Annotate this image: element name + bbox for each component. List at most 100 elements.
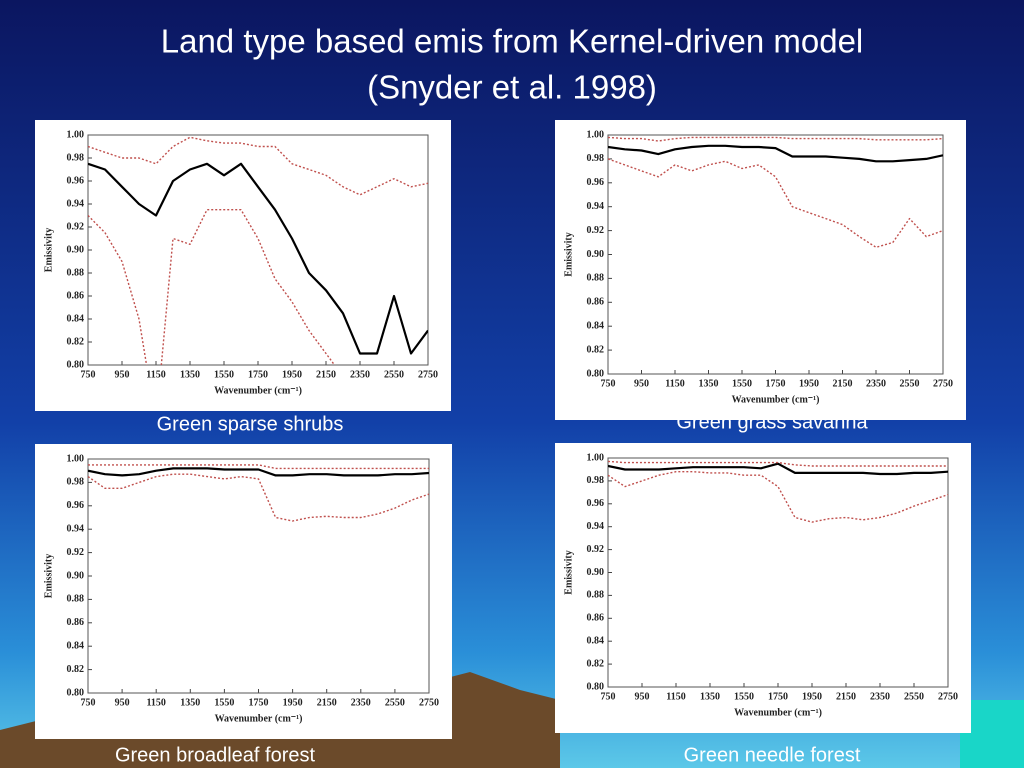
- x-tick-label: 750: [81, 697, 96, 708]
- panel: [555, 120, 966, 420]
- caption: Green broadleaf forest: [115, 744, 316, 766]
- x-tick-label: 950: [635, 691, 650, 702]
- y-tick-label: 0.86: [67, 617, 85, 628]
- x-axis-label: Wavenumber (cm⁻¹): [734, 707, 822, 718]
- x-tick-label: 750: [601, 691, 616, 702]
- y-tick-label: 0.80: [67, 359, 85, 370]
- y-tick-label: 1.00: [67, 129, 85, 140]
- series-line: [608, 462, 948, 476]
- plot-frame: [607, 457, 949, 688]
- x-tick-label: 2550: [900, 378, 920, 389]
- y-tick-label: 0.86: [587, 297, 605, 308]
- y-tick-label: 0.80: [587, 368, 605, 379]
- y-tick-label: 0.88: [67, 267, 85, 278]
- y-tick-label: 0.86: [67, 290, 85, 301]
- x-tick-label: 1550: [214, 369, 234, 380]
- series-line: [88, 162, 428, 355]
- y-tick-label: 0.96: [587, 177, 605, 188]
- x-tick-label: 1350: [699, 378, 719, 389]
- y-tick-label: 0.84: [67, 313, 85, 324]
- x-tick-label: 950: [115, 697, 130, 708]
- y-tick-label: 0.92: [587, 225, 605, 236]
- plot-frame: [87, 134, 429, 366]
- y-tick-label: 0.90: [587, 249, 605, 260]
- x-tick-label: 1950: [282, 369, 302, 380]
- y-tick-label: 0.84: [587, 635, 605, 646]
- y-tick-label: 0.96: [587, 498, 605, 509]
- y-tick-label: 0.82: [67, 336, 85, 347]
- x-tick-label: 1950: [283, 697, 303, 708]
- y-axis-label: Emissivity: [43, 554, 54, 598]
- x-tick-label: 1350: [180, 697, 200, 708]
- x-axis-label: Wavenumber (cm⁻¹): [214, 385, 302, 396]
- y-tick-label: 0.98: [587, 153, 605, 164]
- y-tick-label: 0.80: [67, 687, 85, 698]
- y-tick-label: 0.94: [67, 198, 85, 209]
- series-line: [88, 473, 429, 522]
- x-tick-label: 1150: [146, 697, 165, 708]
- x-tick-label: 2550: [384, 369, 404, 380]
- series-line: [608, 158, 943, 248]
- x-tick-label: 950: [634, 378, 649, 389]
- x-tick-label: 1350: [700, 691, 720, 702]
- x-tick-label: 2150: [316, 369, 336, 380]
- plot-frame: [87, 458, 430, 694]
- panel: [35, 444, 452, 739]
- x-tick-label: 2350: [870, 691, 890, 702]
- y-tick-label: 0.88: [587, 273, 605, 284]
- x-tick-label: 950: [115, 369, 130, 380]
- x-tick-label: 1550: [732, 378, 752, 389]
- y-tick-label: 0.96: [67, 175, 85, 186]
- y-tick-label: 0.92: [587, 544, 605, 555]
- y-tick-label: 0.90: [67, 244, 85, 255]
- panel: [555, 443, 971, 733]
- y-tick-label: 0.86: [587, 613, 605, 624]
- y-tick-label: 0.82: [67, 664, 85, 675]
- series-line: [608, 471, 948, 523]
- y-tick-label: 0.96: [67, 500, 85, 511]
- y-tick-label: 1.00: [67, 453, 85, 464]
- y-tick-label: 0.84: [587, 320, 605, 331]
- series-line: [88, 464, 429, 470]
- title: Land type based emis from Kernel-driven …: [161, 23, 864, 60]
- y-tick-label: 0.90: [67, 570, 85, 581]
- y-tick-label: 0.88: [587, 590, 605, 601]
- series-line: [608, 136, 943, 142]
- x-axis-label: Wavenumber (cm⁻¹): [215, 713, 303, 724]
- y-tick-label: 0.98: [587, 475, 605, 486]
- x-tick-label: 2750: [933, 378, 953, 389]
- x-tick-label: 750: [81, 369, 96, 380]
- x-tick-label: 2550: [904, 691, 924, 702]
- x-tick-label: 2150: [836, 691, 856, 702]
- plot-frame: [607, 134, 944, 375]
- x-tick-label: 2750: [938, 691, 958, 702]
- y-tick-label: 0.98: [67, 152, 85, 163]
- y-axis-label: Emissivity: [43, 228, 54, 272]
- y-tick-label: 0.88: [67, 594, 85, 605]
- caption: Green needle forest: [684, 744, 861, 766]
- series-line: [88, 209, 336, 365]
- y-tick-label: 0.80: [587, 681, 605, 692]
- series-line: [608, 144, 943, 163]
- y-tick-label: 0.84: [67, 640, 85, 651]
- y-tick-label: 0.92: [67, 221, 85, 232]
- x-tick-label: 2550: [385, 697, 405, 708]
- panel: [35, 120, 451, 411]
- x-tick-label: 1750: [248, 369, 268, 380]
- x-tick-label: 1350: [180, 369, 200, 380]
- x-tick-label: 1150: [666, 691, 685, 702]
- y-tick-label: 0.92: [67, 547, 85, 558]
- x-tick-label: 2350: [866, 378, 886, 389]
- x-tick-label: 1550: [214, 697, 234, 708]
- x-tick-label: 2750: [418, 369, 438, 380]
- y-tick-label: 0.94: [587, 521, 605, 532]
- y-tick-label: 0.82: [587, 658, 605, 669]
- subtitle: (Snyder et al. 1998): [367, 69, 657, 106]
- x-tick-label: 1750: [249, 697, 269, 708]
- y-tick-label: 0.98: [67, 477, 85, 488]
- x-tick-label: 2350: [351, 697, 371, 708]
- x-tick-label: 2150: [833, 378, 853, 389]
- y-tick-label: 0.94: [67, 523, 85, 534]
